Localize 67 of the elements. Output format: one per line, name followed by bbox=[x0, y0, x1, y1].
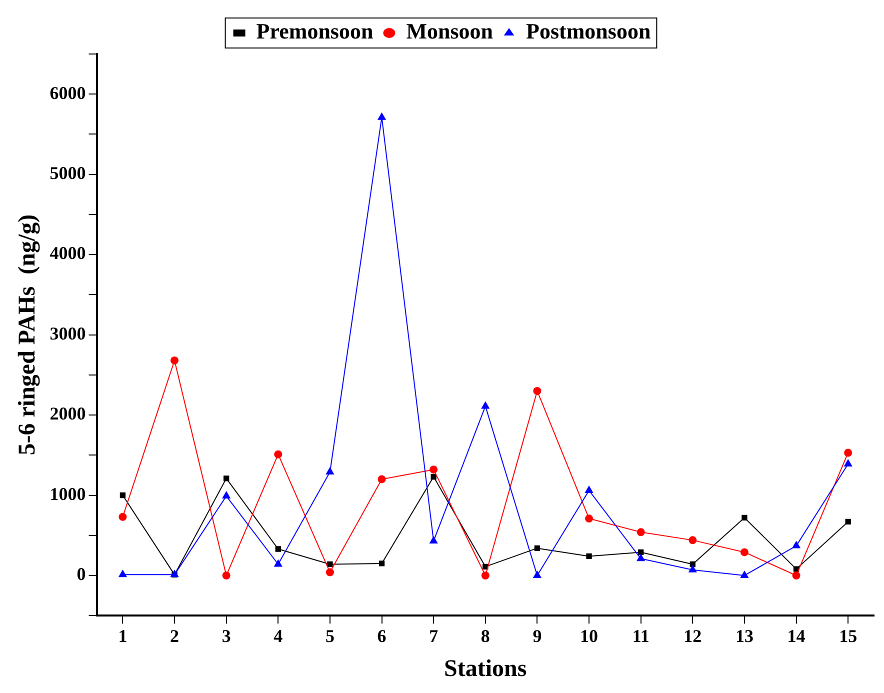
point bbox=[326, 466, 334, 474]
point bbox=[274, 450, 282, 458]
point bbox=[792, 540, 801, 548]
y-tick-label: 6000 bbox=[50, 82, 86, 103]
point bbox=[740, 570, 749, 578]
legend-label: Monsoon bbox=[406, 18, 494, 44]
x-tick-label: 9 bbox=[532, 626, 542, 646]
point bbox=[844, 458, 852, 466]
point bbox=[688, 564, 697, 572]
point bbox=[170, 356, 179, 364]
legend-label: Premonsoon bbox=[256, 18, 374, 44]
point bbox=[688, 536, 697, 544]
x-tick-label: 14 bbox=[787, 626, 806, 646]
point bbox=[222, 571, 230, 580]
x-axis-title: Stations bbox=[444, 656, 527, 682]
point bbox=[377, 112, 386, 120]
point bbox=[326, 568, 334, 576]
point bbox=[222, 491, 231, 499]
point bbox=[429, 536, 438, 544]
point bbox=[742, 514, 748, 521]
x-tick-label: 12 bbox=[684, 626, 702, 646]
point bbox=[585, 514, 594, 523]
point bbox=[792, 571, 800, 580]
x-tick-label: 7 bbox=[429, 626, 438, 646]
x-tick-label: 3 bbox=[222, 626, 231, 646]
point bbox=[430, 466, 438, 474]
x-tick-label: 2 bbox=[170, 626, 180, 646]
x-tick-label: 1 bbox=[118, 626, 128, 646]
y-tick-label: 5000 bbox=[50, 163, 86, 183]
point bbox=[274, 559, 282, 567]
y-tick-label: 3000 bbox=[50, 323, 86, 344]
point bbox=[636, 554, 646, 562]
point bbox=[275, 546, 281, 552]
point bbox=[430, 474, 436, 480]
x-tick-label: 13 bbox=[735, 626, 754, 646]
x-tick-label: 10 bbox=[580, 626, 598, 646]
x-tick-label: 4 bbox=[274, 626, 283, 646]
point bbox=[118, 570, 128, 578]
x-tick-label: 15 bbox=[839, 626, 858, 646]
point bbox=[845, 518, 851, 525]
y-tick-label: 1000 bbox=[50, 484, 86, 504]
x-tick-label: 5 bbox=[325, 626, 334, 646]
point bbox=[638, 549, 644, 556]
point bbox=[740, 548, 748, 556]
point bbox=[481, 401, 490, 409]
x-tick-label: 11 bbox=[632, 626, 650, 646]
point bbox=[327, 561, 333, 568]
point bbox=[584, 485, 594, 493]
point bbox=[378, 475, 386, 484]
y-tick-label: 0 bbox=[76, 564, 86, 584]
y-tick-label: 2000 bbox=[50, 404, 86, 424]
y-tick-label: 4000 bbox=[50, 243, 86, 264]
point bbox=[844, 448, 852, 457]
y-axis-title: 5-6 ringed PAHs (ng/g) bbox=[14, 214, 41, 456]
point bbox=[378, 560, 385, 566]
point bbox=[224, 476, 230, 482]
point bbox=[586, 553, 592, 560]
point bbox=[636, 528, 645, 536]
x-tick-label: 6 bbox=[377, 626, 386, 646]
legend-label: Postmonsoon bbox=[526, 18, 651, 44]
point bbox=[481, 571, 490, 580]
point bbox=[533, 386, 542, 395]
point bbox=[120, 492, 126, 498]
x-tick-label: 8 bbox=[480, 626, 490, 646]
point bbox=[534, 545, 540, 552]
point bbox=[118, 512, 127, 521]
point bbox=[532, 570, 542, 578]
